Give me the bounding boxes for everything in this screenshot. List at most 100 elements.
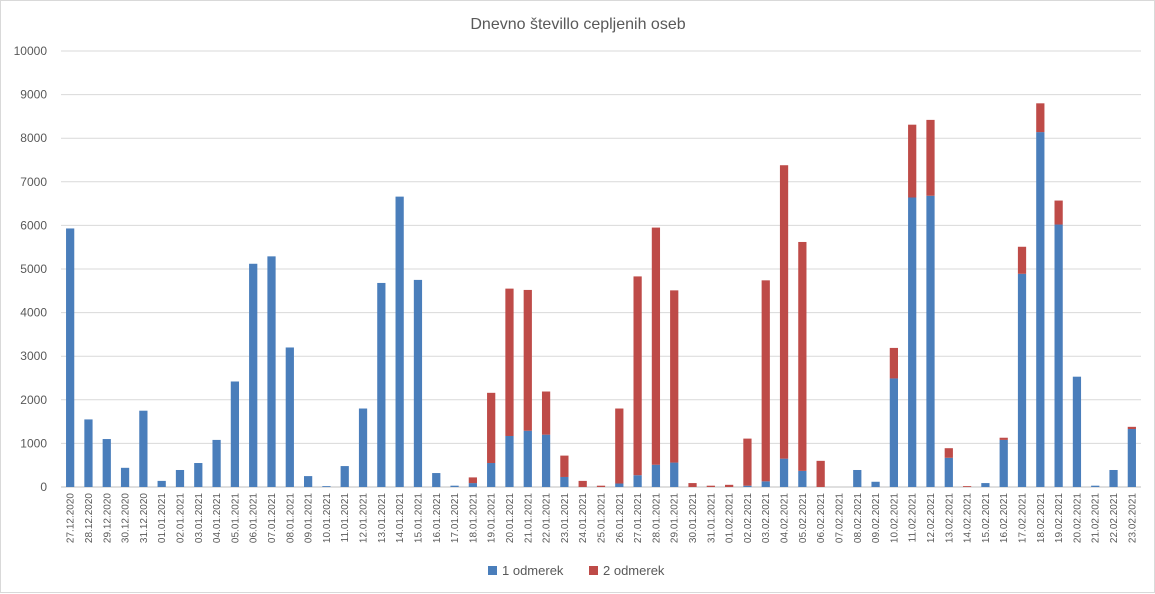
legend-label: 1 odmerek	[502, 563, 564, 578]
y-tick-label: 9000	[20, 88, 47, 102]
bar-2-odmerek	[578, 480, 587, 487]
x-tick-label: 17.01.2021	[450, 493, 461, 543]
x-tick-label: 17.02.2021	[1018, 493, 1029, 543]
x-tick-label: 05.01.2021	[230, 493, 241, 543]
bar-1-odmerek	[1072, 376, 1082, 487]
x-tick-label: 20.01.2021	[505, 493, 516, 543]
bar-2-odmerek	[743, 438, 752, 486]
x-tick-label: 01.01.2021	[157, 493, 168, 543]
bar-1-odmerek	[798, 470, 807, 487]
bar-1-odmerek	[285, 347, 294, 487]
y-tick-label: 6000	[20, 218, 47, 232]
bar-1-odmerek	[633, 475, 642, 487]
x-tick-label: 12.01.2021	[359, 493, 370, 543]
x-axis: 27.12.2020 28.12.2020 29.12.2020 30.12.2020…	[66, 493, 1139, 543]
x-tick-label: 10.02.2021	[889, 493, 900, 543]
x-tick-label: 15.01.2021	[413, 493, 424, 543]
bar-1-odmerek	[66, 228, 75, 487]
bar-2-odmerek	[908, 124, 917, 198]
bar-2-odmerek	[1054, 200, 1063, 225]
x-tick-label: 06.01.2021	[249, 493, 260, 543]
x-tick-label: 14.02.2021	[963, 493, 974, 543]
bar-1-odmerek	[615, 483, 624, 487]
bar-2-odmerek	[779, 165, 789, 459]
bar-2-odmerek	[725, 484, 734, 487]
bar-1-odmerek	[560, 476, 569, 487]
bar-1-odmerek	[322, 486, 331, 487]
bar-1-odmerek	[761, 481, 770, 487]
x-tick-label: 31.12.2020	[139, 493, 150, 543]
x-tick-label: 14.01.2021	[395, 493, 406, 543]
x-tick-label: 13.01.2021	[377, 493, 388, 543]
x-tick-label: 20.02.2021	[1072, 493, 1083, 543]
bar-2-odmerek	[468, 477, 477, 484]
bar-2-odmerek	[889, 347, 898, 379]
x-tick-label: 22.02.2021	[1109, 493, 1120, 543]
bar-1-odmerek	[413, 279, 423, 487]
bar-2-odmerek	[944, 448, 953, 458]
bar-1-odmerek	[889, 378, 898, 487]
bar-1-odmerek	[194, 463, 203, 487]
bar-1-odmerek	[230, 381, 240, 487]
x-tick-label: 09.01.2021	[304, 493, 315, 543]
x-tick-label: 29.12.2020	[102, 493, 113, 543]
bar-2-odmerek	[651, 227, 661, 465]
bar-1-odmerek	[340, 466, 349, 487]
bar-1-odmerek	[926, 195, 935, 487]
bar-1-odmerek	[157, 480, 166, 487]
bar-1-odmerek	[249, 263, 258, 487]
bar-1-odmerek	[102, 439, 111, 487]
bar-1-odmerek	[670, 462, 679, 487]
x-tick-label: 30.12.2020	[121, 493, 132, 543]
x-tick-label: 07.02.2021	[834, 493, 845, 543]
bar-2-odmerek	[688, 483, 697, 487]
y-tick-label: 2000	[20, 393, 47, 407]
bar-2-odmerek	[761, 280, 770, 482]
gridlines	[61, 50, 1141, 488]
x-tick-label: 13.02.2021	[944, 493, 955, 543]
x-tick-label: 11.01.2021	[340, 493, 351, 543]
x-tick-label: 04.01.2021	[212, 493, 223, 543]
bar-1-odmerek	[377, 282, 386, 487]
bar-2-odmerek	[999, 437, 1008, 440]
bar-1-odmerek	[1017, 273, 1027, 487]
bar-1-odmerek	[908, 197, 917, 487]
bar-1-odmerek	[743, 485, 752, 487]
x-tick-label: 25.01.2021	[597, 493, 608, 543]
x-tick-label: 24.01.2021	[578, 493, 589, 543]
bar-1-odmerek	[1091, 485, 1100, 487]
x-tick-label: 27.12.2020	[66, 493, 77, 543]
bar-1-odmerek	[981, 483, 990, 487]
x-tick-label: 26.01.2021	[615, 493, 626, 543]
bar-1-odmerek	[1109, 469, 1118, 487]
x-tick-label: 06.02.2021	[816, 493, 827, 543]
legend: 1 odmerek 2 odmerek	[488, 563, 665, 578]
x-tick-label: 01.02.2021	[725, 493, 736, 543]
bar-2-odmerek	[505, 288, 514, 436]
x-tick-label: 31.01.2021	[706, 493, 717, 543]
x-tick-label: 19.01.2021	[487, 493, 498, 543]
bar-1-odmerek	[1127, 429, 1136, 487]
bars	[66, 103, 1136, 487]
legend-swatch	[589, 566, 598, 575]
x-tick-label: 04.02.2021	[780, 493, 791, 543]
x-tick-label: 16.02.2021	[999, 493, 1010, 543]
x-tick-label: 28.01.2021	[651, 493, 662, 543]
y-tick-label: 0	[40, 480, 47, 494]
bar-2-odmerek	[816, 460, 825, 487]
x-tick-label: 02.02.2021	[743, 493, 754, 543]
bar-1-odmerek	[304, 476, 313, 487]
x-tick-label: 08.02.2021	[853, 493, 864, 543]
bar-1-odmerek	[1036, 132, 1045, 487]
bar-1-odmerek	[541, 434, 551, 487]
bar-1-odmerek	[358, 408, 368, 487]
bar-1-odmerek	[999, 439, 1008, 487]
x-tick-label: 10.01.2021	[322, 493, 333, 543]
bar-2-odmerek	[670, 290, 679, 463]
bar-2-odmerek	[615, 408, 624, 484]
x-tick-label: 29.01.2021	[670, 493, 681, 543]
x-tick-label: 23.01.2021	[560, 493, 571, 543]
bar-1-odmerek	[84, 419, 93, 487]
